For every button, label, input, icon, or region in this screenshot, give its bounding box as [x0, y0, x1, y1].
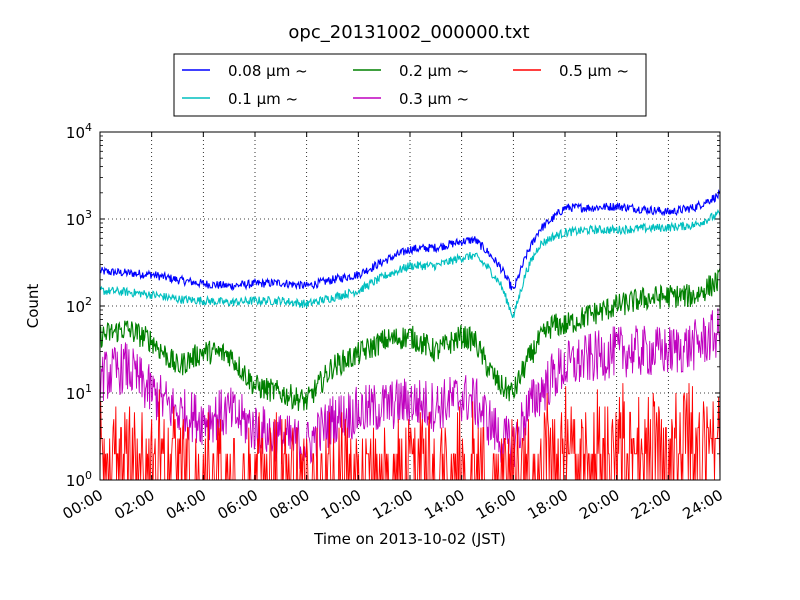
x-tick-label: 20:00	[576, 486, 622, 523]
y-tick-label: 104	[66, 121, 92, 142]
x-tick-label: 24:00	[680, 486, 726, 523]
legend-label-2: 0.2 μm ~	[399, 62, 469, 80]
series-line-3	[99, 308, 721, 471]
x-tick-label: 04:00	[163, 486, 209, 523]
x-tick-label: 16:00	[473, 486, 519, 523]
ticks	[99, 131, 721, 481]
x-tick-label: 18:00	[525, 486, 571, 523]
y-tick-label: 101	[66, 382, 92, 403]
series-line-2	[99, 268, 721, 411]
x-tick-label: 22:00	[628, 486, 674, 523]
legend-label-1: 0.1 μm ~	[228, 90, 298, 108]
legend-items: 0.08 μm ~ 0.1 μm ~ 0.2 μm ~ 0.3 μm ~ 0.5 μm …	[182, 62, 629, 108]
chart-title: opc_20131002_000000.txt	[288, 22, 529, 43]
x-tick-label: 10:00	[318, 486, 364, 523]
series-line-1	[99, 208, 721, 319]
x-tick-label: 14:00	[421, 486, 467, 523]
y-tick-label: 100	[66, 469, 92, 490]
y-tick-label: 102	[66, 295, 92, 316]
x-tick-label: 12:00	[370, 486, 416, 523]
plot-area	[99, 131, 721, 481]
legend-label-3: 0.3 μm ~	[399, 90, 469, 108]
y-axis-label: Count	[24, 284, 42, 329]
x-tick-labels: 00:00 02:00 04:00 06:00 08:00 10:00 12:00 14:00…	[60, 486, 726, 523]
series-line-0	[99, 189, 721, 292]
legend-box	[173, 53, 647, 117]
y-tick-labels: 100 101 102 103 104	[66, 121, 92, 490]
x-axis-label: Time on 2013-10-02 (JST)	[313, 530, 506, 548]
y-tick-label: 103	[66, 208, 92, 229]
x-tick-label: 00:00	[60, 486, 106, 523]
x-tick-label: 08:00	[266, 486, 312, 523]
legend: 0.08 μm ~ 0.1 μm ~ 0.2 μm ~ 0.3 μm ~ 0.5 μm …	[173, 53, 647, 117]
x-tick-label: 06:00	[215, 486, 261, 523]
legend-label-4: 0.5 μm ~	[559, 62, 629, 80]
x-tick-label: 02:00	[111, 486, 157, 523]
legend-label-0: 0.08 μm ~	[228, 62, 308, 80]
